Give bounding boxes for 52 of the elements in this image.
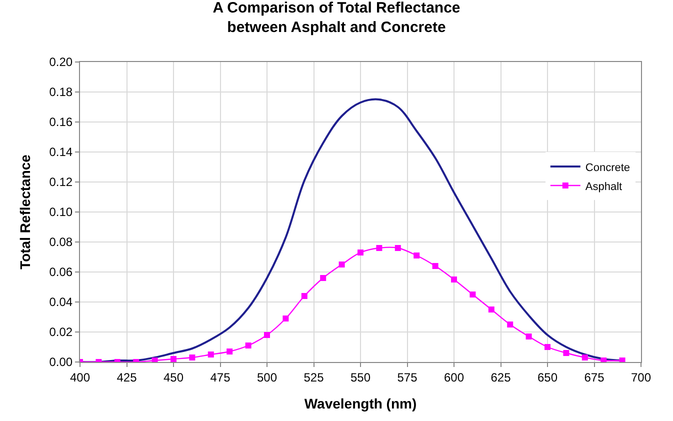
x-tick-label: 650 [537, 370, 558, 384]
x-tick-label: 625 [490, 370, 512, 384]
point [245, 342, 252, 348]
point [282, 316, 289, 322]
legend-label: Asphalt [585, 180, 622, 193]
y-tick-label: 0.12 [49, 175, 73, 190]
x-tick-label: 450 [163, 370, 184, 384]
point [338, 262, 345, 268]
point [414, 252, 420, 258]
x-tick-label: 675 [584, 370, 605, 384]
point [264, 332, 270, 338]
point [170, 356, 176, 362]
point [394, 245, 401, 251]
x-tick-label: 475 [210, 370, 231, 384]
y-tick-label: 0.20 [49, 55, 73, 70]
chart-title: A Comparison of Total Reflectance between Asphalt and Concrete [212, 0, 460, 36]
y-tick-label: 0.08 [49, 235, 73, 250]
point [451, 276, 457, 282]
y-tick-label: 0.16 [49, 115, 73, 130]
y-tick-label: 0.02 [49, 325, 73, 340]
point [301, 293, 308, 299]
point [488, 306, 494, 312]
point [358, 250, 364, 256]
y-tick-label: 0.06 [49, 265, 73, 280]
legend-label: Concrete [585, 162, 630, 174]
point [208, 352, 214, 358]
y-tick-label: 0.00 [49, 355, 73, 370]
x-tick-label: 575 [397, 370, 418, 384]
point [226, 348, 233, 354]
x-tick-label: 500 [256, 370, 278, 384]
point [544, 344, 550, 350]
point [376, 245, 382, 251]
point [582, 354, 588, 360]
y-tick-label: 0.14 [49, 145, 73, 160]
point [320, 275, 326, 281]
point [470, 292, 476, 298]
x-tick-label: 600 [444, 370, 464, 384]
x-tick-label: 550 [350, 370, 371, 384]
y-tick-label: 0.18 [49, 85, 73, 100]
point [189, 354, 196, 360]
x-tick-label: 525 [304, 370, 324, 384]
y-tick-label: 0.04 [49, 295, 73, 310]
x-tick-label: 425 [116, 370, 138, 384]
point [507, 322, 514, 328]
point [432, 263, 438, 269]
x-tick-label: 700 [630, 370, 652, 384]
x-axis-title: Wavelength (nm) [304, 396, 417, 412]
point [563, 350, 570, 356]
y-axis-title: Total Reflectance [16, 154, 33, 270]
y-tick-label: 0.10 [49, 205, 73, 220]
x-tick-label: 400 [70, 370, 90, 384]
point [526, 334, 532, 340]
